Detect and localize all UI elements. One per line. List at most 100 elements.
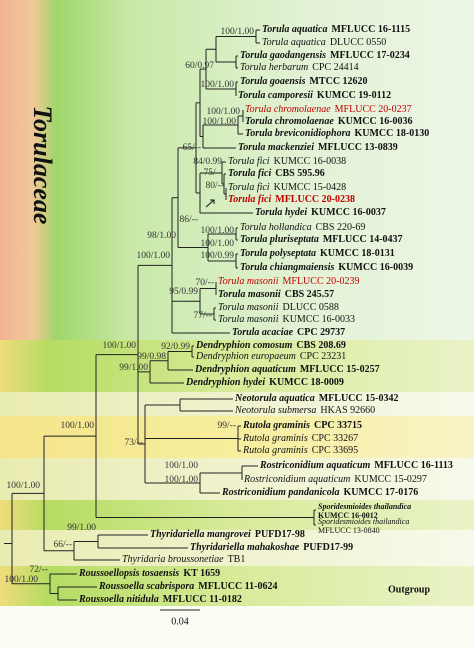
taxon-name: Neotorula submersa (234, 405, 316, 416)
support-value: 95/0.99 (169, 287, 198, 297)
taxon-label: Rostriconidium aquaticum MFLUCC 16-1113 (259, 460, 453, 471)
strain-id: KUMCC 15-0297 (354, 474, 427, 485)
support-value: 99/1.00 (67, 523, 96, 533)
strain-id: KUMCC 16-0012 (318, 511, 378, 520)
taxon-name: Rutola graminis (242, 445, 308, 456)
support-value: 100/1.00 (200, 226, 234, 236)
taxon-label: Roussoellopsis tosaensis KT 1659 (78, 568, 220, 579)
strain-id: MFLUCC 20-0237 (335, 104, 412, 115)
taxon-label: Roussoella scabrispora MFLUCC 11-0624 (98, 581, 277, 592)
strain-id: MFLUCC 15-0257 (300, 364, 380, 375)
strain-id: MFLUCC 20-0238 (275, 194, 355, 205)
strain-id: CPC 24414 (312, 62, 358, 73)
support-value: 100/1.00 (206, 107, 240, 117)
taxon-label: Torula camporesii KUMCC 19-0112 (238, 90, 391, 101)
support-value: 66/-- (54, 540, 72, 550)
taxon-label: Torula hollandica CBS 220-69 (240, 222, 365, 233)
outgroup-label: Outgroup (388, 584, 430, 595)
taxon-label: Torula masonii MFLUCC 20-0239 (218, 276, 359, 287)
taxon-name: Torula aquatica (262, 24, 327, 35)
strain-id: KUMCC 15-0428 (274, 182, 347, 193)
strain-id: PUFD17-99 (303, 542, 353, 553)
strain-id: CBS 245.57 (285, 289, 334, 300)
strain-id: KUMCC 16-0036 (338, 116, 413, 127)
taxon-name: Torula masonii (218, 289, 281, 300)
taxon-name: Dendryphion aquaticum (194, 364, 296, 375)
taxon-label: Sporidesmioides thailandica KUMCC 16-0012 (318, 502, 411, 520)
strain-id: KUMCC 16-0039 (338, 262, 413, 273)
taxon-name: Torula aquatica (262, 37, 326, 48)
support-value: 65/-- (183, 143, 201, 153)
clade-band (0, 566, 474, 606)
taxon-label: Neotorula aquatica MFLUCC 15-0342 (234, 393, 398, 404)
strain-id: KUMCC 16-0033 (282, 314, 355, 325)
taxon-label: Torula chiangmaiensis KUMCC 16-0039 (240, 262, 413, 273)
taxon-name: Roussoella scabrispora (98, 581, 194, 592)
taxon-label: Torula masonii DLUCC 0588 (218, 302, 339, 313)
taxon-name: Rutola graminis (242, 433, 308, 444)
taxon-label: Torula masonii KUMCC 16-0033 (218, 314, 355, 325)
strain-id: KUMCC 19-0112 (317, 90, 391, 101)
strain-id: HKAS 92660 (320, 405, 375, 416)
taxon-name: Torula chromolaenae (245, 104, 331, 115)
taxon-name: Torula masonii (218, 314, 279, 325)
strain-id: KUMCC 16-0037 (311, 207, 386, 218)
strain-id: DLUCC 0588 (282, 302, 338, 313)
taxon-label: Torula aquatica DLUCC 0550 (262, 37, 386, 48)
taxon-label: Thyridariella mahakoshae PUFD17-99 (190, 542, 353, 553)
clade-band (0, 392, 474, 416)
support-value: 80/-- (206, 181, 224, 191)
support-value: 99/1.00 (119, 363, 148, 373)
strain-id: KUMCC 18-0130 (354, 128, 429, 139)
strain-id: MFLUCC 20-0239 (282, 276, 359, 287)
clade-band (0, 500, 474, 530)
strain-id: PUFD17-98 (255, 529, 305, 540)
support-value: 60/0.97 (185, 61, 214, 71)
taxon-name: Sporidesmioides thailandica (318, 502, 411, 511)
strain-id: TB1 (228, 554, 246, 565)
taxon-name: Roussoellopsis tosaensis (78, 568, 179, 579)
taxon-label: Neotorula submersa HKAS 92660 (234, 405, 375, 416)
taxon-label: Rostriconidium aquaticum KUMCC 15-0297 (243, 474, 427, 485)
strain-id: KUMCC 18-0009 (269, 377, 344, 388)
clade-band (0, 340, 474, 392)
taxon-name: Rutola graminis (242, 420, 310, 431)
strain-id: MFLUCC 17-0234 (330, 50, 410, 61)
taxon-label: Rutola graminis CPC 33267 (242, 433, 358, 444)
support-value: 77/-- (194, 311, 212, 321)
clade-band (0, 0, 474, 340)
strain-id: MTCC 12620 (309, 76, 367, 87)
taxon-name: Dendryphion comosum (195, 340, 293, 351)
taxon-label: Torula herbarum CPC 24414 (240, 62, 359, 73)
strain-id: MFLUCC 16-1115 (331, 24, 410, 35)
support-value: 70/-- (196, 278, 214, 288)
taxon-name: Rostriconidium aquaticum (243, 474, 350, 485)
support-value: 99/-- (218, 421, 236, 431)
taxon-label: Torula fici CBS 595.96 (228, 168, 325, 179)
strain-id: CPC 23231 (300, 351, 346, 362)
taxon-label: Dendryphion europaeum CPC 23231 (195, 351, 346, 362)
strain-id: MFLUCC 13-0839 (318, 142, 398, 153)
strain-id: CPC 33715 (314, 420, 362, 431)
support-value: 98/1.00 (147, 231, 176, 241)
taxon-name: Neotorula aquatica (234, 393, 315, 404)
strain-id: CPC 33267 (312, 433, 358, 444)
taxon-label: Dendryphion hydei KUMCC 18-0009 (185, 377, 344, 388)
taxon-label: Torula fici KUMCC 16-0038 (228, 156, 346, 167)
taxon-name: Torula fici (228, 182, 270, 193)
taxon-label: Torula goaensis MTCC 12620 (240, 76, 368, 87)
strain-id: MFLUCC 11-0624 (198, 581, 277, 592)
clade-band (0, 458, 474, 500)
strain-id: KUMCC 16-0038 (274, 156, 347, 167)
support-value: 86/-- (180, 215, 198, 225)
strain-id: CBS 220-69 (316, 222, 366, 233)
taxon-name: Torula fici (228, 194, 271, 205)
support-value: 100/1.00 (200, 239, 234, 249)
strain-id: KT 1659 (183, 568, 220, 579)
taxon-label: Rutola graminis CPC 33715 (242, 420, 362, 431)
taxon-label: Sporidesmioides thailandica MFLUCC 13-084… (318, 517, 409, 535)
family-label: Torulaceae (28, 106, 57, 225)
taxon-name: Torula masonii (218, 276, 279, 287)
taxon-name: Thyridariella mahakoshae (190, 542, 300, 553)
